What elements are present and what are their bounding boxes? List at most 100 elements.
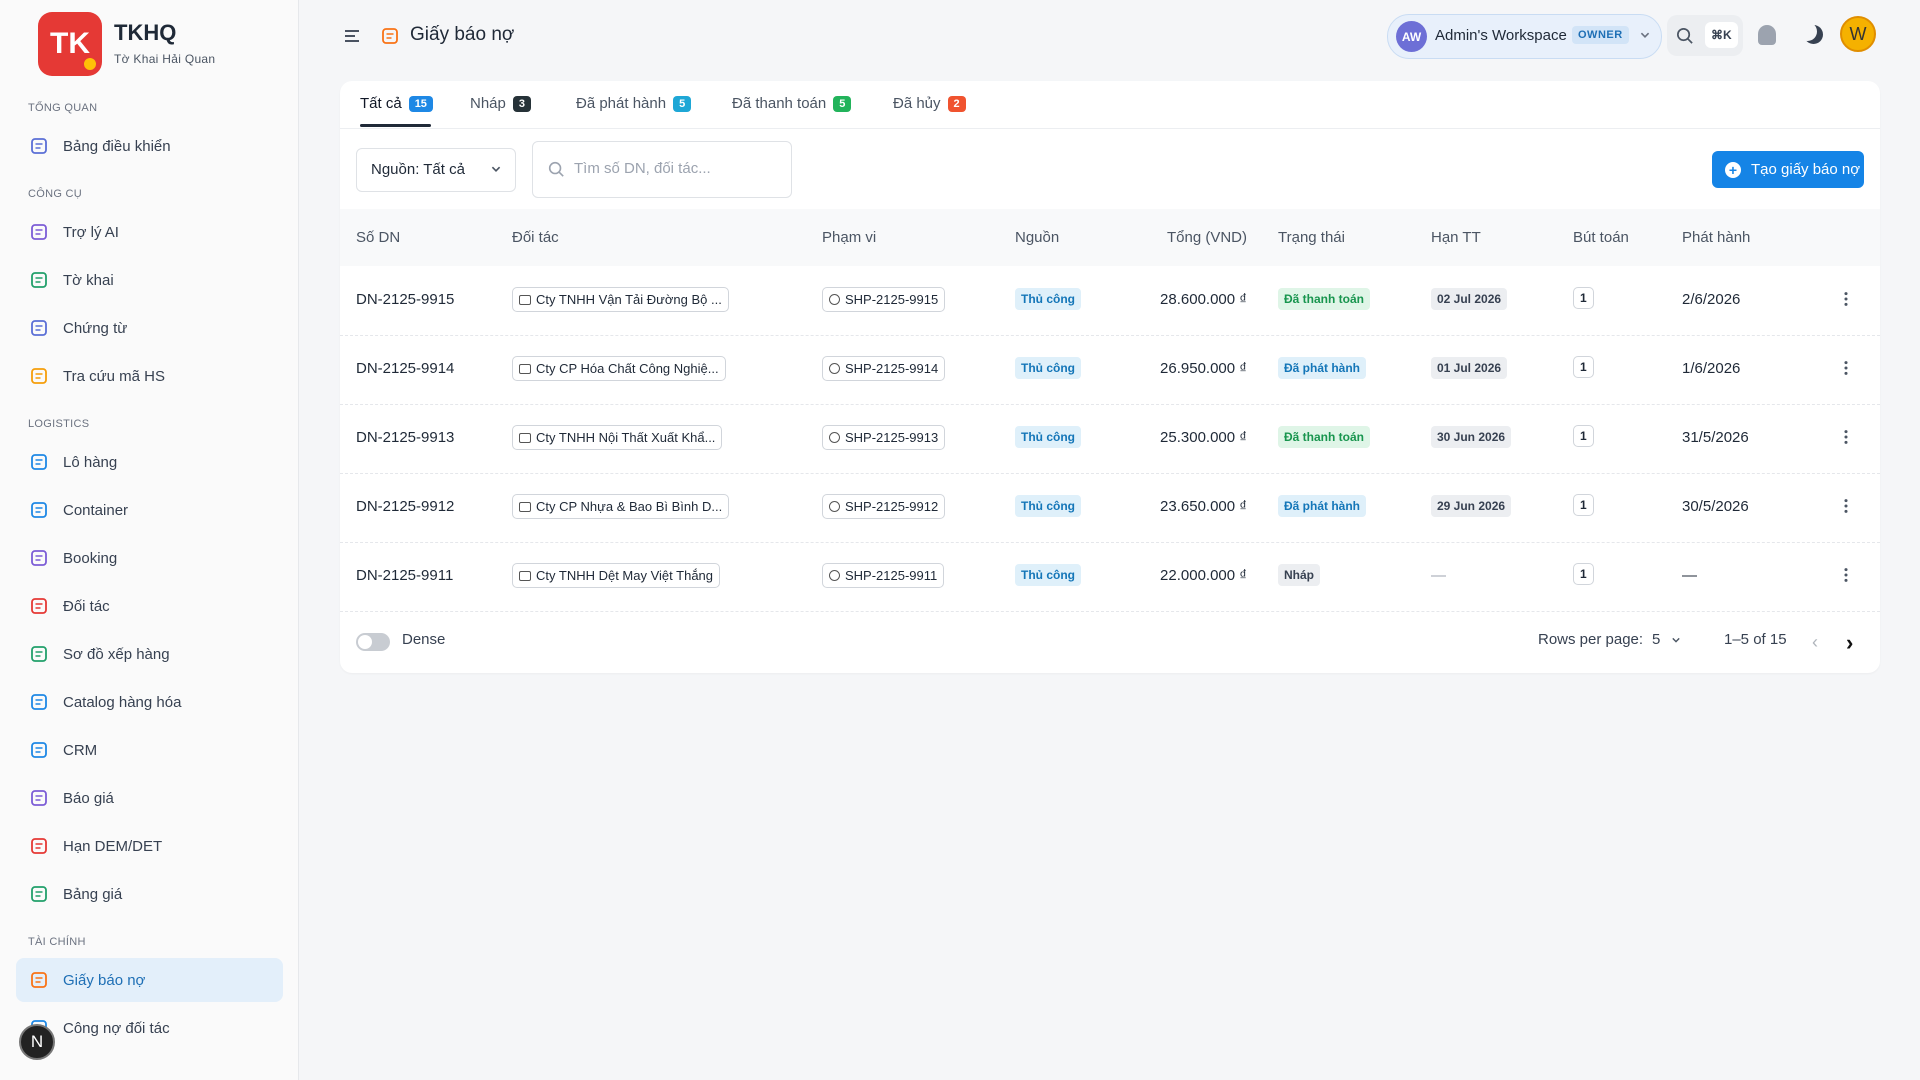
nav-label: Tra cứu mã HS — [63, 367, 166, 385]
create-button[interactable]: + Tạo giấy báo nợ — [1712, 151, 1864, 188]
table-row[interactable]: DN-2125-9914 Cty CP Hóa Chất Công Nghiệ..… — [340, 335, 1880, 405]
table-row[interactable]: DN-2125-9913 Cty TNHH Nội Thất Xuất Khẩ..… — [340, 404, 1880, 474]
entries: 1 — [1573, 356, 1594, 378]
row-menu[interactable] — [1837, 497, 1855, 520]
table-row[interactable]: DN-2125-9912 Cty CP Nhựa & Bao Bì Bình D.… — [340, 473, 1880, 543]
workspace-name: Admin's Workspace — [1435, 27, 1567, 44]
search-input[interactable]: Tìm số DN, đối tác... — [532, 141, 792, 198]
issued-date: 2/6/2026 — [1682, 291, 1741, 308]
nav-label: Công nợ đối tác — [63, 1019, 170, 1037]
source-select[interactable]: Nguồn: Tất cả — [356, 148, 516, 192]
partner-name: Cty TNHH Vận Tải Đường Bộ ... — [536, 292, 722, 307]
theme-toggle[interactable] — [1804, 25, 1823, 44]
nav-item[interactable]: Trợ lý AI — [16, 210, 283, 254]
icon — [1844, 361, 1848, 375]
chip-icon — [829, 294, 840, 305]
workspace-switcher[interactable]: AW Admin's Workspace OWNER — [1387, 14, 1662, 59]
source-pill: Thủ công — [1015, 426, 1081, 448]
tab[interactable]: Nháp 3 — [470, 95, 531, 112]
tab-count: 3 — [512, 95, 531, 112]
scope-chip: SHP-2125-9912 — [822, 494, 946, 519]
nav-item[interactable]: Lô hàng — [16, 440, 283, 484]
tab-label: Đã hủy — [893, 95, 941, 112]
scope: SHP-2125-9915 — [845, 292, 939, 307]
row-menu[interactable] — [1837, 290, 1855, 313]
row-menu[interactable] — [1837, 566, 1855, 589]
icon — [31, 454, 47, 470]
tab[interactable]: Đã phát hành 5 — [576, 95, 692, 112]
scope-chip: SHP-2125-9913 — [822, 425, 946, 450]
sidebar: TK TKHQ Tờ Khai Hải Quan TỔNG QUAN Bảng điều… — [0, 0, 299, 1080]
search-button[interactable]: ⌘K — [1667, 15, 1743, 56]
rows-per-page-select[interactable]: 5 — [1652, 631, 1684, 648]
due-date: 01 Jul 2026 — [1431, 357, 1508, 379]
chip-icon — [829, 432, 840, 443]
icon — [1672, 637, 1681, 643]
source-pill: Thủ công — [1015, 288, 1081, 310]
tab-count: 15 — [408, 95, 433, 112]
scope-chip: SHP-2125-9915 — [822, 287, 946, 312]
logo: TK — [38, 12, 102, 76]
status-pill: Đã phát hành — [1278, 357, 1367, 379]
nav-item[interactable]: Container — [16, 488, 283, 532]
icon — [31, 502, 47, 518]
table-header: Số DN Đối tác Phạm vi Nguồn Tổng (VND) Trạng … — [340, 209, 1880, 266]
nav-item[interactable]: Chứng từ — [16, 306, 283, 350]
row-menu[interactable] — [1837, 359, 1855, 382]
nav-item[interactable]: Catalog hàng hóa — [16, 680, 283, 724]
scope-chip: SHP-2125-9911 — [822, 563, 945, 588]
icon — [31, 368, 47, 384]
nav-item[interactable]: Booking — [16, 536, 283, 580]
nav-label: Hạn DEM/DET — [63, 837, 163, 855]
nav-item[interactable]: Tờ khai — [16, 258, 283, 302]
source-pill: Thủ công — [1015, 495, 1081, 517]
tab[interactable]: Tất cả 15 — [360, 95, 433, 112]
nav-item[interactable]: Sơ đồ xếp hàng — [16, 632, 283, 676]
user-avatar[interactable]: W — [1840, 16, 1876, 52]
dev-badge[interactable]: N — [19, 1024, 55, 1060]
table-row[interactable]: DN-2125-9915 Cty TNHH Vận Tải Đường Bộ ..… — [340, 266, 1880, 336]
nav-label: Bảng giá — [63, 885, 123, 903]
row-menu[interactable] — [1837, 428, 1855, 451]
next-page[interactable]: › — [1846, 630, 1854, 655]
nav-item[interactable]: Tra cứu mã HS — [16, 354, 283, 398]
nav-item[interactable]: Bảng giá — [16, 872, 283, 916]
tab[interactable]: Đã hủy 2 — [893, 95, 966, 112]
scope: SHP-2125-9911 — [845, 568, 938, 583]
dense-toggle[interactable] — [356, 633, 390, 651]
entries: 1 — [1573, 425, 1594, 447]
table-row[interactable]: DN-2125-9911 Cty TNHH Dệt May Việt Thắng S… — [340, 542, 1880, 612]
icon — [31, 646, 47, 662]
due-date: 29 Jun 2026 — [1431, 495, 1512, 517]
tab-label: Đã phát hành — [576, 95, 667, 112]
brand-subtitle: Tờ Khai Hải Quan — [114, 52, 216, 66]
icon — [382, 28, 398, 44]
tab-count: 5 — [833, 95, 852, 112]
icon — [31, 550, 47, 566]
nav-label: Sơ đồ xếp hàng — [63, 645, 170, 663]
nav-label: Đối tác — [63, 597, 110, 615]
entries: 1 — [1573, 494, 1594, 516]
partner-chip: Cty TNHH Vận Tải Đường Bộ ... — [512, 287, 729, 312]
notifications[interactable] — [1758, 25, 1776, 45]
nav-item[interactable]: Hạn DEM/DET — [16, 824, 283, 868]
prev-page[interactable]: ‹ — [1812, 632, 1818, 652]
nav-item[interactable]: Công nợ đối tác — [16, 1006, 283, 1050]
debit-note-id: DN-2125-9915 — [356, 291, 455, 308]
total: 25.300.000 ₫ — [1160, 429, 1247, 446]
nav-label: Giấy báo nợ — [63, 971, 146, 989]
nav-item[interactable]: Giấy báo nợ — [16, 958, 283, 1002]
column-header: Tổng (VND) — [1166, 229, 1247, 246]
menu-toggle[interactable] — [342, 26, 362, 51]
nav-item[interactable]: Đối tác — [16, 584, 283, 628]
nav-item[interactable]: CRM — [16, 728, 283, 772]
tab[interactable]: Đã thanh toán 5 — [732, 95, 852, 112]
status-pill: Đã thanh toán — [1278, 288, 1370, 310]
nav-item[interactable]: Bảng điều khiển — [16, 124, 283, 168]
nav-label: Chứng từ — [63, 319, 128, 337]
icon — [345, 30, 359, 42]
total: 28.600.000 ₫ — [1160, 291, 1247, 308]
due-date: — — [1431, 567, 1446, 584]
nav-item[interactable]: Báo giá — [16, 776, 283, 820]
chip-icon — [829, 501, 840, 512]
